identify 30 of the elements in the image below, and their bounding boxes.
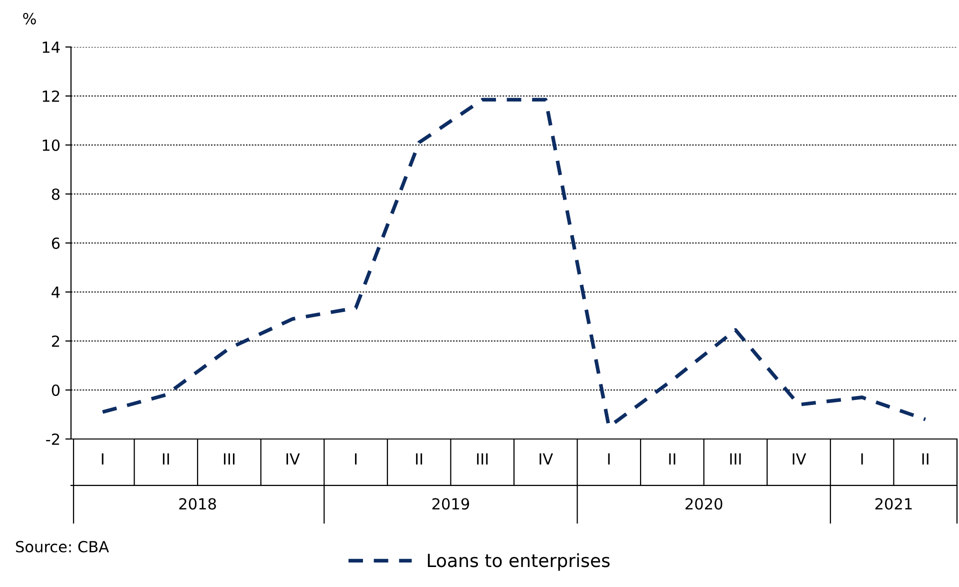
x-tick-label: I xyxy=(102,453,104,464)
x-tick-label: III xyxy=(477,453,488,464)
x-tick-label: IV xyxy=(792,453,806,464)
y-tick-label: 6 xyxy=(52,237,60,250)
x-tick-label: II xyxy=(669,453,676,464)
y-tick-label: -2 xyxy=(46,433,60,445)
y-tick-label: 12 xyxy=(42,90,60,102)
text: 2021 xyxy=(875,498,912,510)
y-tick-label: 2 xyxy=(52,335,60,347)
legend-label: Loans to enterprises xyxy=(428,553,610,571)
y-tick-label: 4 xyxy=(52,286,60,298)
text: 2019 xyxy=(432,498,470,510)
source-note: Source: CBA xyxy=(16,540,109,552)
x-tick-label: III xyxy=(730,453,741,464)
x-tick-label: II xyxy=(162,453,169,464)
y-axis-title: % xyxy=(23,12,36,24)
x-tick-label: III xyxy=(224,453,234,464)
y-tick-label: 0 xyxy=(52,384,60,396)
x-tick-label: IV xyxy=(540,453,553,464)
x-tick-label: I xyxy=(608,453,610,464)
x-tick-label: IV xyxy=(286,453,300,464)
x-tick-label: I xyxy=(355,453,357,464)
y-tick-label: 10 xyxy=(42,139,60,152)
text: 2018 xyxy=(179,498,216,510)
x-tick-label: II xyxy=(416,453,422,464)
x-tick-label: I xyxy=(861,453,863,464)
x-tick-label: II xyxy=(922,453,928,464)
text: 2020 xyxy=(686,498,722,510)
y-tick-label: 14 xyxy=(42,42,60,53)
y-tick-label: 8 xyxy=(52,188,60,200)
